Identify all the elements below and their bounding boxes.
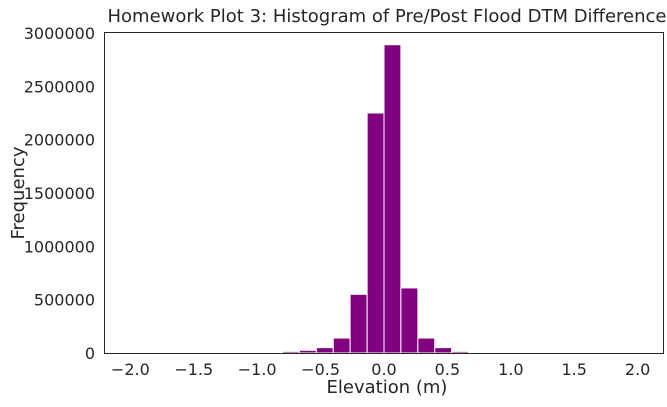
histogram-bar xyxy=(298,349,317,354)
plot-frame xyxy=(104,32,664,354)
x-tick-label: 2.0 xyxy=(625,360,650,379)
x-tick-label: −0.5 xyxy=(301,360,340,379)
histogram-bar xyxy=(349,293,368,354)
x-tick-label: 1.5 xyxy=(562,360,587,379)
x-tick-label: 0.0 xyxy=(371,360,396,379)
histogram-bar xyxy=(265,351,284,354)
x-axis-label: Elevation (m) xyxy=(327,377,448,398)
y-tick-label: 500000 xyxy=(34,291,95,310)
histogram-bar xyxy=(417,337,436,354)
histogram-bar xyxy=(434,347,453,354)
x-tick-label: 1.0 xyxy=(498,360,523,379)
x-tick-label: −1.5 xyxy=(174,360,213,379)
y-tick-label: 1000000 xyxy=(24,237,95,256)
y-tick-label: 2500000 xyxy=(24,77,95,96)
histogram-bar xyxy=(282,350,300,354)
y-tick-label: 3000000 xyxy=(24,24,95,43)
histogram-bar xyxy=(332,337,351,354)
y-axis-label: Frequency xyxy=(8,146,29,239)
histogram-bar xyxy=(383,44,402,354)
chart-title: Homework Plot 3: Histogram of Pre/Post F… xyxy=(108,6,667,27)
y-tick-label: 2000000 xyxy=(24,131,95,150)
x-tick-label: 0.5 xyxy=(435,360,460,379)
y-tick-label: 1500000 xyxy=(24,184,95,203)
y-tick-label: 0 xyxy=(85,344,95,363)
x-tick-labels: −2.0 −1.5 −1.0 −0.5 0.0 0.5 1.0 1.5 2.0 xyxy=(111,360,650,379)
bars-group xyxy=(248,44,503,354)
histogram-bar xyxy=(400,287,419,354)
y-tick-labels: 0 500000 1000000 1500000 2000000 2500000 30000… xyxy=(24,24,95,363)
histogram-bar xyxy=(366,112,385,354)
histogram-bar xyxy=(315,347,334,354)
histogram-bar xyxy=(451,350,470,354)
x-tick-label: −2.0 xyxy=(111,360,150,379)
x-tick-label: −1.0 xyxy=(238,360,277,379)
